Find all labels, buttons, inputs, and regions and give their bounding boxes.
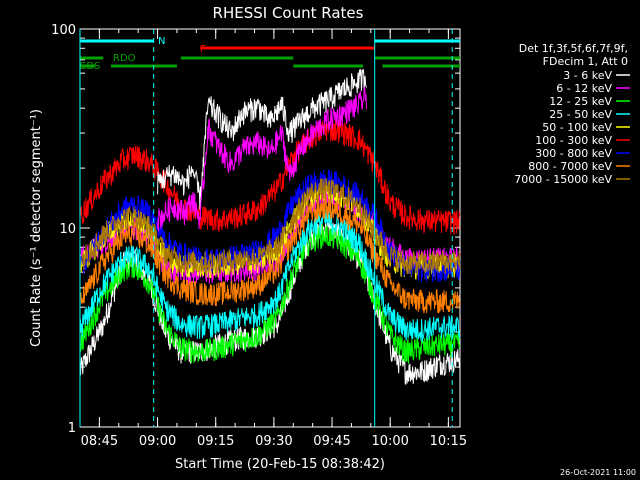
x-tick-label: 09:15 xyxy=(197,434,234,449)
x-tick-label: 08:45 xyxy=(81,434,118,449)
legend-label: 3 - 6 keV xyxy=(563,69,612,82)
legend: Det 1f,3f,5f,6f,7f,9f, FDecim 1, Att 0 3… xyxy=(514,42,630,186)
x-tick-label: 09:45 xyxy=(313,434,350,449)
y-tick-label: 1 xyxy=(68,421,76,436)
state-bar-label: SDS xyxy=(80,61,100,72)
series-line-7000-15000-kev xyxy=(79,177,461,276)
state-bar-label: N xyxy=(158,36,165,47)
x-tick-label: 10:00 xyxy=(371,434,408,449)
chart-title: RHESSI Count Rates xyxy=(213,4,364,22)
state-bar-label: RDO xyxy=(113,53,136,64)
legend-header-line-2: FDecim 1, Att 0 xyxy=(543,55,628,68)
x-tick-label: 09:30 xyxy=(255,434,292,449)
legend-label: 6 - 12 keV xyxy=(556,82,612,95)
timestamp-label: 26-Oct-2021 11:00 xyxy=(560,468,636,477)
y-tick-label: 10 xyxy=(59,222,76,237)
series-line-12-25-kev xyxy=(79,224,461,364)
x-tick-label: 09:00 xyxy=(139,434,176,449)
x-axis-label: Start Time (20-Feb-15 08:38:42) xyxy=(175,457,385,472)
legend-label: 25 - 50 keV xyxy=(549,108,612,121)
series-line-100-300-kev xyxy=(79,120,461,236)
series-group xyxy=(79,68,461,385)
series-line-6-12-kev-flare- xyxy=(157,87,367,232)
legend-label: 800 - 7000 keV xyxy=(528,160,612,173)
x-tick-label: 10:15 xyxy=(430,434,467,449)
annotation-bars: N F RDO SDS xyxy=(80,36,460,72)
legend-label: 300 - 800 keV xyxy=(535,147,612,160)
legend-label: 7000 - 15000 keV xyxy=(514,173,612,186)
x-ticks: 08:45 09:00 09:15 09:30 09:45 10:00 10:15 xyxy=(79,29,467,449)
y-tick-label: 100 xyxy=(51,23,76,38)
legend-label: 12 - 25 keV xyxy=(549,95,612,108)
y-axis-label: Count Rate (s⁻¹ detector segment⁻¹) xyxy=(29,109,44,347)
legend-label: 100 - 300 keV xyxy=(535,134,612,147)
series-line-800-7000-kev xyxy=(79,194,461,314)
vertical-lines xyxy=(79,29,453,427)
legend-header-line-1: Det 1f,3f,5f,6f,7f,9f, xyxy=(519,42,628,55)
state-bar-label: F xyxy=(200,44,206,55)
series-line-3-6-kev-flare- xyxy=(157,68,367,210)
series-line-25-50-kev xyxy=(79,209,461,342)
legend-label: 50 - 100 keV xyxy=(542,121,612,134)
